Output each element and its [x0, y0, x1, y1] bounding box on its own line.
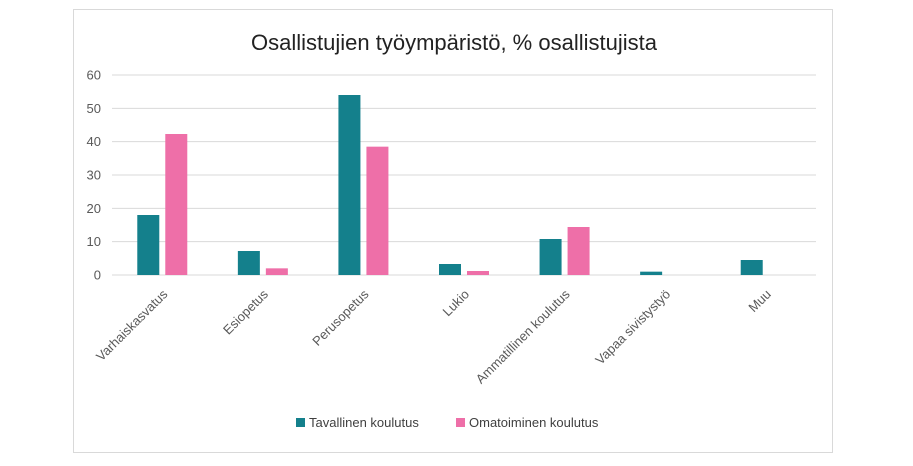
x-category-label: Vapaa sivistystyö [592, 287, 673, 368]
y-tick-label: 60 [87, 68, 101, 83]
bar-omatoiminen-1 [265, 268, 288, 275]
legend-label-omatoiminen: Omatoiminen koulutus [469, 415, 599, 430]
bars [137, 95, 763, 275]
gridlines [112, 74, 816, 276]
y-tick-label: 30 [87, 168, 101, 183]
bar-tavallinen-5 [640, 271, 663, 275]
legend-swatch-tavallinen [296, 418, 305, 427]
legend-label-tavallinen: Tavallinen koulutus [309, 415, 419, 430]
bar-omatoiminen-4 [567, 227, 590, 275]
x-category-label: Muu [745, 287, 773, 315]
legend: Tavallinen koulutus Omatoiminen koulutus [296, 415, 599, 430]
y-tick-label: 50 [87, 101, 101, 116]
y-axis-tick-labels: 0 10 20 30 40 50 60 [87, 68, 101, 283]
chart-frame: Osallistujien työympäristö, % osallistuj… [73, 9, 833, 453]
bar-tavallinen-1 [237, 251, 260, 275]
y-tick-label: 20 [87, 201, 101, 216]
y-tick-label: 0 [94, 268, 101, 283]
x-axis-category-labels: Varhaiskasvatus Esiopetus Perusopetus Lukio… [93, 286, 774, 386]
bar-tavallinen-0 [137, 215, 160, 275]
legend-swatch-omatoiminen [456, 418, 465, 427]
y-tick-label: 40 [87, 134, 101, 149]
x-category-label: Perusopetus [309, 286, 372, 349]
bar-omatoiminen-2 [366, 146, 389, 275]
x-category-label: Ammatillinen koulutus [473, 286, 573, 386]
bar-tavallinen-2 [338, 95, 361, 275]
bar-omatoiminen-0 [165, 134, 188, 275]
bar-tavallinen-6 [740, 260, 763, 275]
bar-omatoiminen-3 [467, 271, 489, 275]
y-tick-label: 10 [87, 234, 101, 249]
x-category-label: Esiopetus [220, 286, 271, 337]
bar-tavallinen-4 [539, 239, 562, 275]
chart-title: Osallistujien työympäristö, % osallistuj… [251, 30, 658, 55]
chart-svg: Osallistujien työympäristö, % osallistuj… [87, 30, 816, 430]
bar-tavallinen-3 [439, 264, 461, 275]
x-category-label: Lukio [440, 287, 473, 320]
x-category-label: Varhaiskasvatus [93, 286, 171, 364]
